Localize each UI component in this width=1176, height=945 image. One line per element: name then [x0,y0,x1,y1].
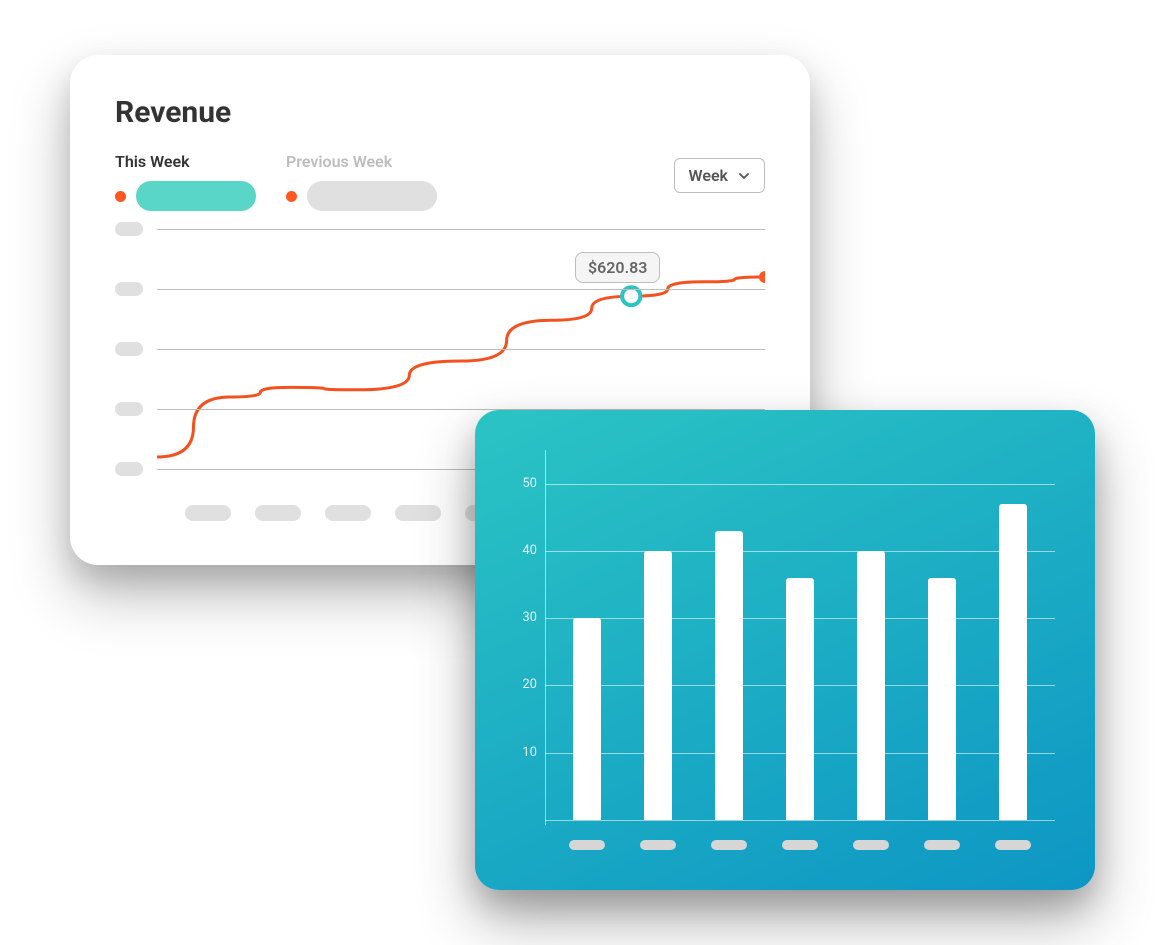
y-tick-placeholder [115,282,143,296]
legend-pill-row-this-week [115,181,256,211]
y-tick-placeholder [115,222,143,236]
bars-container [545,450,1055,820]
bar-gridline [545,820,1055,821]
bar-x-tick-placeholder [782,840,818,850]
gridline [157,229,765,230]
bar-gridline [545,484,1055,485]
bar-gridline [545,685,1055,686]
bar-x-tick-placeholder [995,840,1031,850]
bar-x-tick-placeholder [640,840,676,850]
period-selector-label: Week [689,166,728,185]
legend-row: This Week Previous Week Week [115,152,765,211]
bar-y-label: 20 [517,677,537,692]
y-tick-placeholder [115,462,143,476]
revenue-title: Revenue [115,95,765,130]
x-tick-placeholder [185,505,231,521]
bar-x-tick-placeholder [924,840,960,850]
bar-y-label: 50 [517,476,537,491]
bar-y-label: 30 [517,610,537,625]
legend-this-week: This Week [115,152,256,211]
gridline [157,289,765,290]
legend-pill-row-previous-week [286,181,437,211]
bar-gridline [545,618,1055,619]
legend-pill [136,181,256,211]
bar-y-label: 10 [517,745,537,760]
legend-label-this-week: This Week [115,152,256,171]
x-tick-placeholder [395,505,441,521]
bar [928,578,956,820]
bar-x-tick-placeholder [853,840,889,850]
x-tick-placeholder [255,505,301,521]
bar-card: 10 20 30 40 50 [475,410,1095,890]
bar-chart: 10 20 30 40 50 [515,450,1055,820]
legend-dot-icon [286,191,297,202]
bar [786,578,814,820]
bar [715,531,743,820]
x-tick-placeholder [325,505,371,521]
bar-x-tick-row [545,840,1055,850]
end-point-icon [759,271,765,283]
bar-y-label: 40 [517,543,537,558]
bar-gridline [545,551,1055,552]
tooltip-badge: $620.83 [575,252,660,283]
legend-dot-icon [115,191,126,202]
y-tick-placeholder [115,402,143,416]
bar-x-tick-placeholder [569,840,605,850]
legend-previous-week: Previous Week [286,152,437,211]
bar-x-tick-placeholder [711,840,747,850]
bar-gridline [545,753,1055,754]
legend-pill [307,181,437,211]
legend-label-previous-week: Previous Week [286,152,437,171]
chevron-down-icon [738,170,750,182]
bar [573,618,601,820]
tooltip-value: $620.83 [588,258,647,277]
gridline [157,349,765,350]
y-tick-placeholder [115,342,143,356]
period-selector[interactable]: Week [674,158,765,193]
